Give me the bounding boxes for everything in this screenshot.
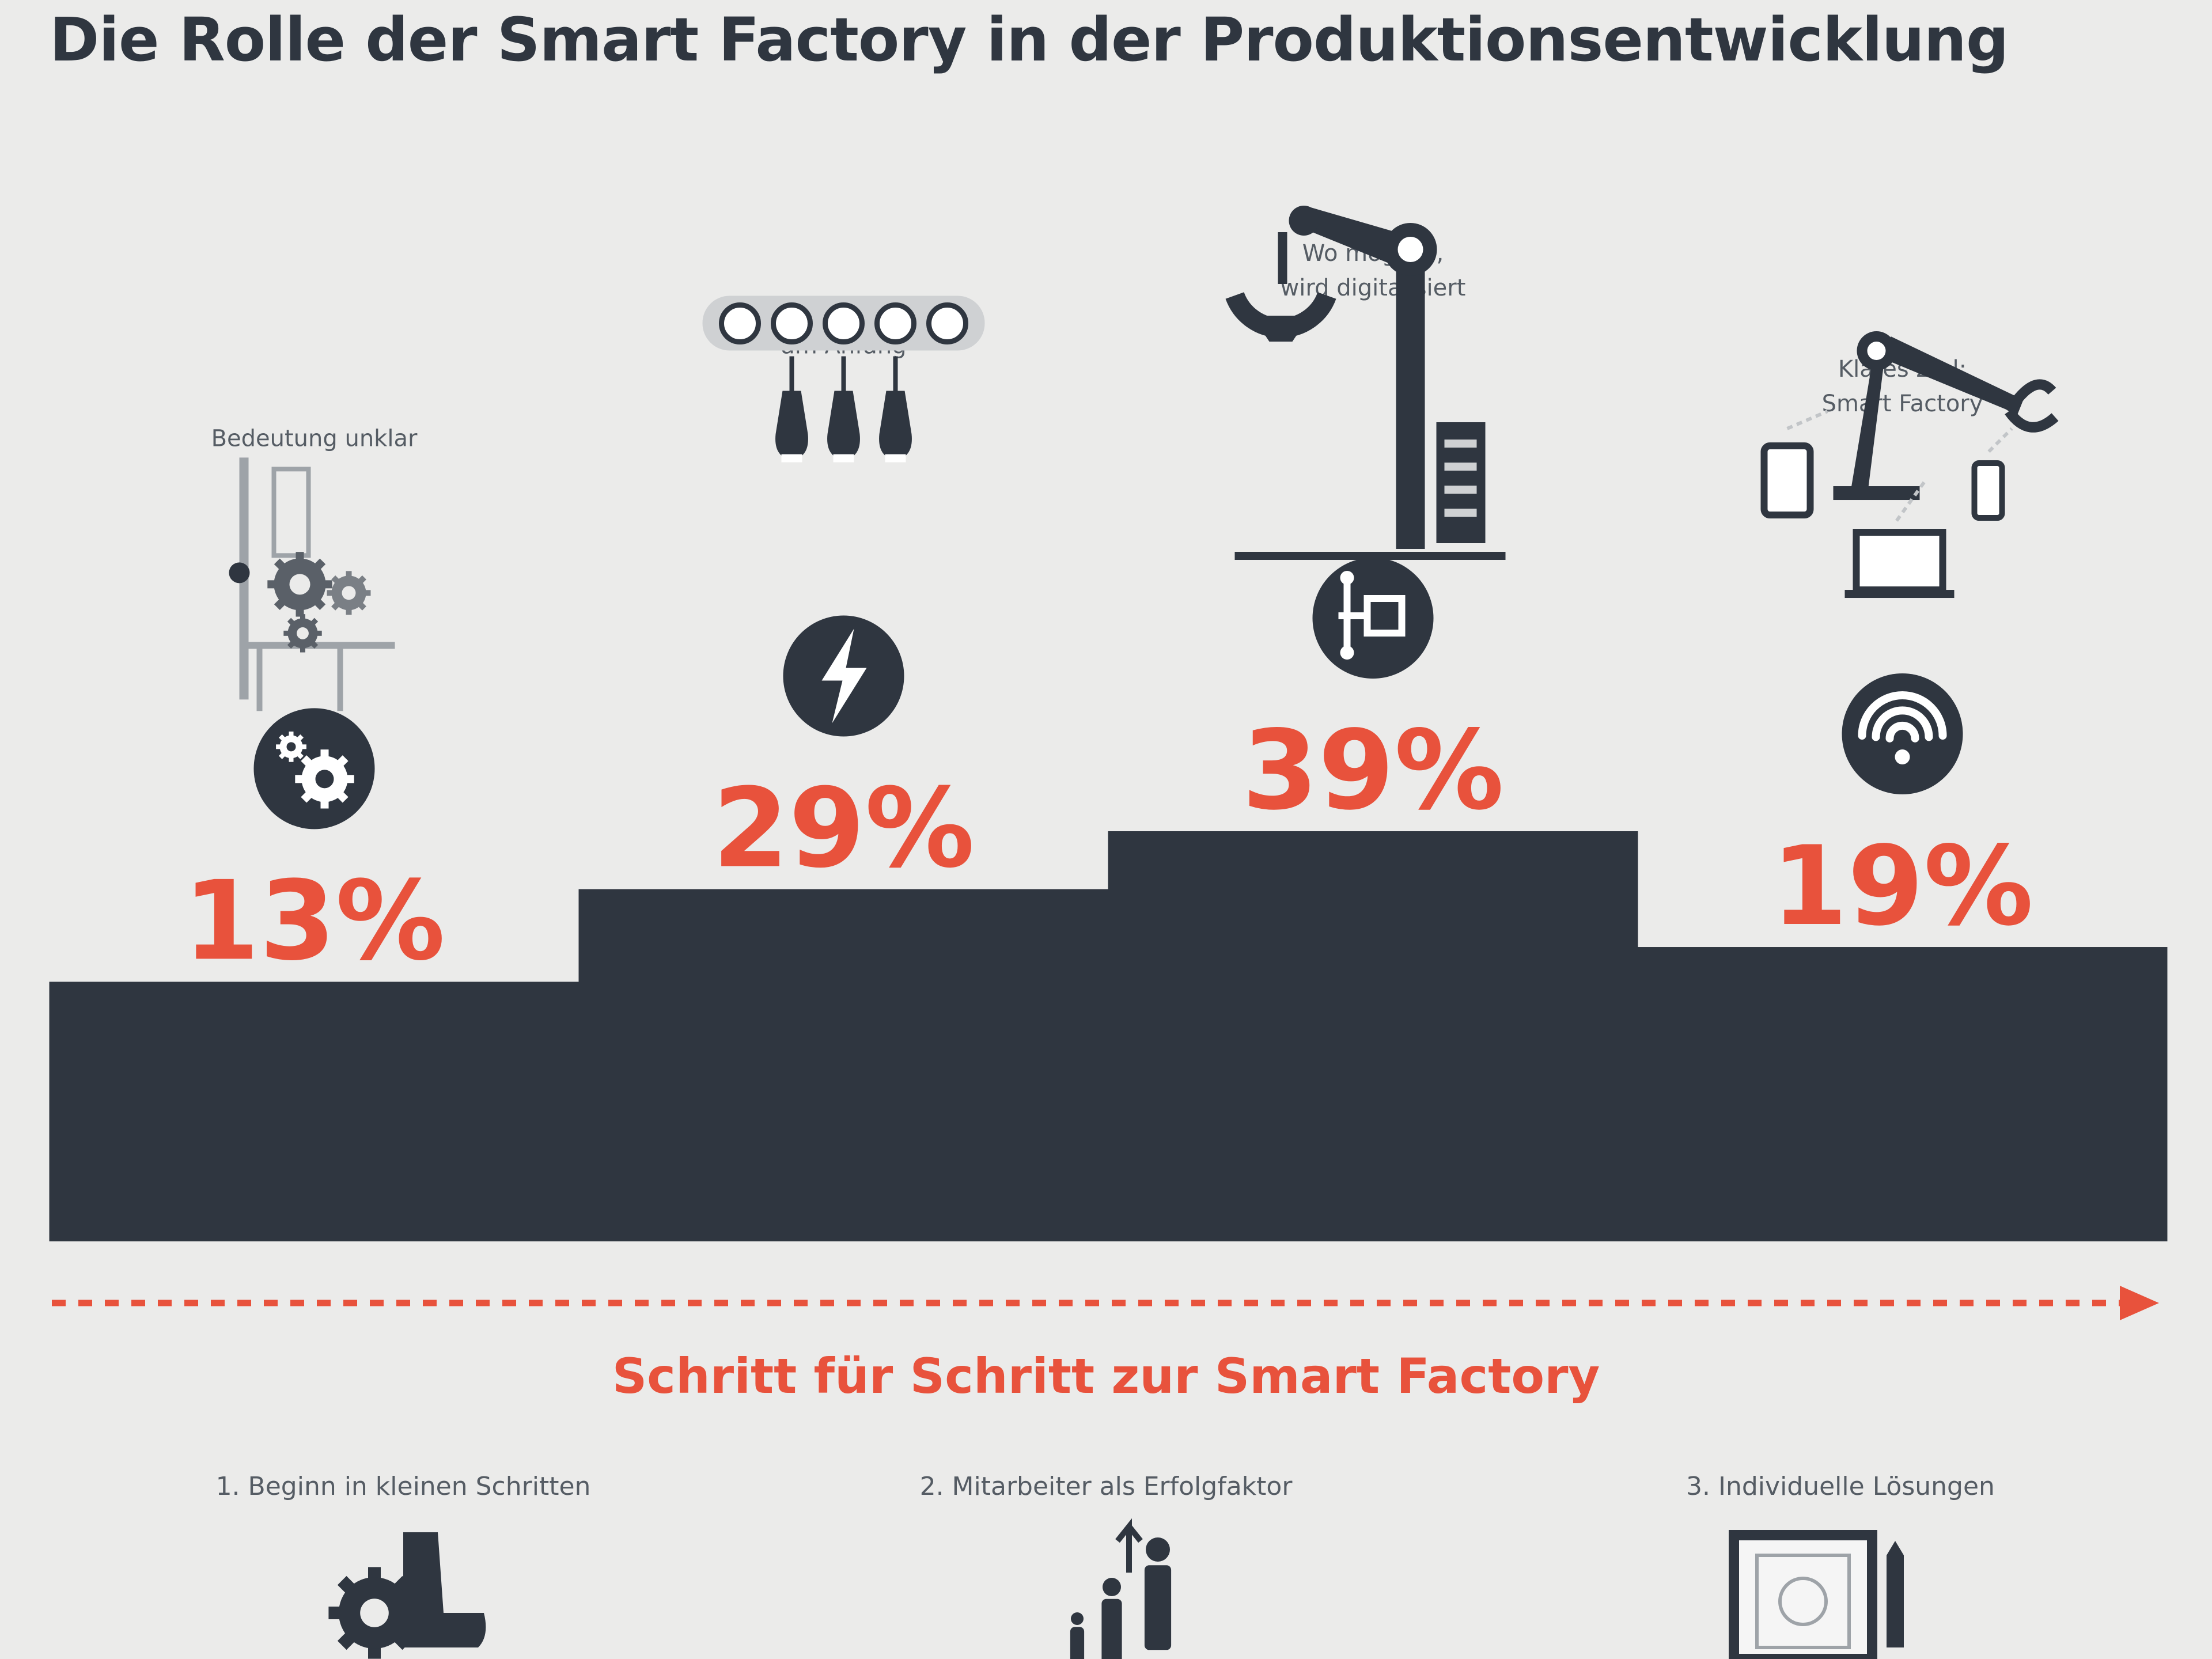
arrow-head-icon — [2120, 1286, 2159, 1320]
bar-1 — [49, 982, 579, 1241]
value-label-1: 13% — [183, 857, 445, 984]
bar-2 — [578, 889, 1109, 1241]
category-label-4-line-2: Smart Factory — [1822, 391, 1983, 417]
category-label-3-line-2: wird digitalisiert — [1281, 275, 1466, 301]
blueprint-icon — [1729, 1530, 1904, 1659]
people-growth-icon — [1070, 1518, 1172, 1659]
circuit-icon — [1312, 558, 1434, 679]
value-label-3: 39% — [1242, 707, 1504, 834]
category-label-1-line-1: Bedeutung unklar — [211, 425, 418, 452]
bar-3 — [1108, 831, 1638, 1241]
wifi-icon — [1842, 673, 1963, 795]
old-machinery-illustration — [229, 457, 395, 711]
bar-4 — [1637, 947, 2168, 1241]
step-label-2: 2. Mitarbeiter als Erfolgfaktor — [919, 1472, 1293, 1501]
footer-title: Schritt für Schritt zur Smart Factory — [612, 1348, 1600, 1404]
value-label-2: 29% — [713, 765, 975, 892]
robot-arm-illustration — [1225, 206, 1506, 560]
step-label-3: 3. Individuelle Lösungen — [1686, 1472, 1995, 1501]
lightning-icon — [783, 615, 904, 737]
boot-gear-icon — [328, 1532, 486, 1659]
page-title: Die Rolle der Smart Factory in der Produ… — [50, 5, 2009, 75]
conveyor-assembly-illustration — [702, 296, 985, 463]
value-label-4: 19% — [1771, 823, 2033, 950]
connected-devices-illustration — [1760, 331, 2059, 599]
step-label-1: 1. Beginn in kleinen Schritten — [215, 1472, 591, 1501]
progress-arrow — [52, 1286, 2159, 1320]
gears-icon — [253, 708, 375, 830]
